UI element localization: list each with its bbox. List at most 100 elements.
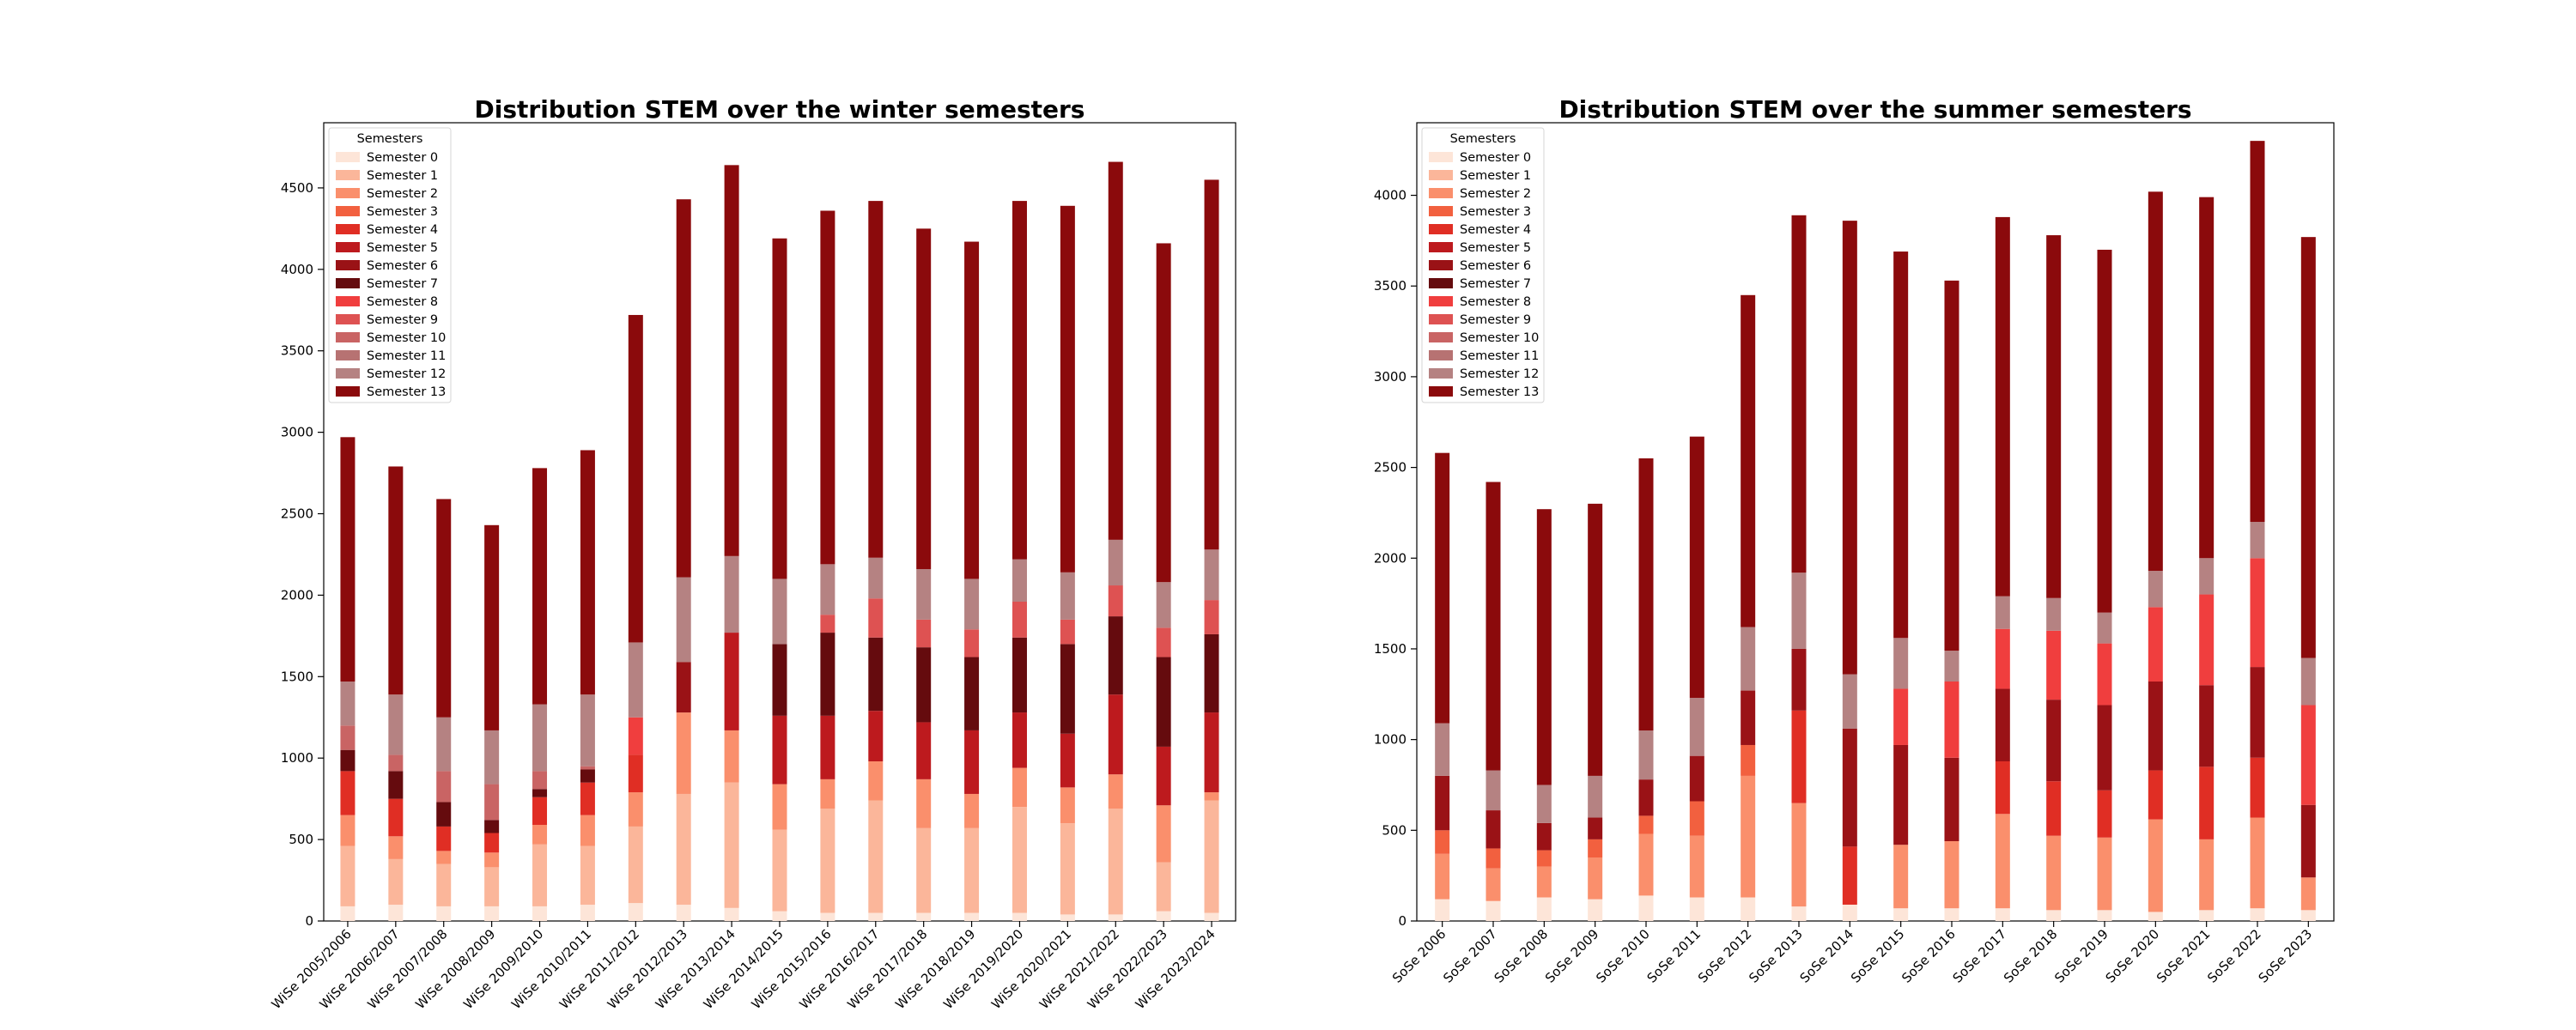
bar-segment [2148,819,2163,912]
y-tick-label: 2000 [1374,550,1406,566]
bar-segment [724,730,739,783]
bar-segment [1204,600,1219,634]
bar-segment [1060,572,1075,620]
bar-segment [388,754,404,772]
x-tick-label: SoSe 2019 [2051,926,2111,986]
bar-segment [484,820,500,833]
legend-entry: Semester 7 [1460,277,1531,291]
bar-segment [1638,815,1654,834]
bar-segment [1435,899,1450,921]
x-tick-label: WiSe 2012/2013 [605,926,690,1012]
bar-segment [1893,845,1909,909]
bar-segment [2250,667,2265,758]
bar-segment [2300,877,2316,911]
legend-entry: Semester 4 [367,223,438,237]
bar-segment [1108,616,1123,695]
y-tick-label: 1000 [281,750,313,766]
y-tick-label: 4000 [1374,188,1406,203]
bar-segment [1156,243,1171,583]
x-tick-label: SoSe 2021 [2154,926,2214,986]
legend-swatch [1429,368,1453,379]
bar-segment [2097,705,2112,791]
bar-segment [2250,817,2265,909]
bar-segment [820,715,835,779]
bar-segment [1012,712,1027,768]
legend-entry: Semester 6 [1460,259,1531,273]
y-tick-label: 4500 [281,180,313,196]
bar-segment [1995,688,2010,761]
bar-segment [1995,908,2010,921]
legend-entry: Semester 8 [1460,295,1531,309]
bar-segment [628,717,643,755]
bar-segment [2046,597,2062,631]
bar-segment [1893,908,1909,921]
bar-segment [772,784,787,830]
legend-entry: Semester 1 [1460,169,1531,183]
bar-segment [916,569,932,620]
x-tick-label: WiSe 2018/2019 [892,926,978,1012]
x-tick-label: SoSe 2013 [1746,926,1806,986]
legend-entry: Semester 11 [1460,349,1539,363]
bar-segment [1060,644,1075,734]
y-tick-label: 4000 [281,262,313,277]
bar-segment [868,598,884,638]
bar-segment [1689,801,1704,836]
legend-entry: Semester 13 [367,385,446,399]
bar-segment [868,637,884,712]
x-tick-label: SoSe 2015 [1848,926,1908,986]
bar-segment [820,779,835,809]
bar-segment [1689,436,1704,699]
bar-segment [1012,767,1027,808]
bar-segment [532,906,548,921]
bar-segment [676,577,691,663]
legend-swatch [336,296,360,306]
bar-segment [1638,779,1654,816]
bar-segment [340,437,355,682]
x-tick-label: WiSe 2010/2011 [508,926,594,1012]
bar-segment [1791,648,1807,711]
x-tick-label: WiSe 2006/2007 [317,926,403,1012]
bar-segment [676,662,691,713]
bar-segment [2097,910,2112,921]
legend-entry: Semester 5 [367,241,438,255]
x-tick-label: WiSe 2022/2023 [1084,926,1170,1012]
bar-segment [2148,607,2163,682]
bar-segment [1893,251,1909,639]
x-tick-label: WiSe 2015/2016 [749,926,835,1012]
bar-segment [820,615,835,633]
bar-segment [1012,807,1027,913]
bar-segment [868,711,884,761]
x-tick-label: WiSe 2013/2014 [653,926,738,1012]
bar-segment [1842,846,1857,905]
x-tick-label: SoSe 2010 [1593,926,1653,986]
legend-swatch [1429,278,1453,288]
bar-segment [2250,522,2265,559]
bar-segment [1944,757,1959,841]
bar-segment [1588,839,1603,858]
bar-segment [1204,633,1219,713]
bar-segment [820,809,835,913]
bar-segment [1156,805,1171,863]
bar-segment [1156,862,1171,912]
bar-segment [1108,694,1123,775]
bar-segment [1060,619,1075,645]
x-tick-label: SoSe 2014 [1797,926,1857,986]
bar-segment [1588,899,1603,921]
legend-entry: Semester 1 [367,169,438,183]
bar-segment [340,906,355,921]
legend-entry: Semester 7 [367,277,438,291]
y-tick-label: 2000 [281,587,313,603]
legend-swatch [336,206,360,216]
y-tick-label: 3500 [281,343,313,359]
bar-segment [436,771,452,803]
x-tick-label: SoSe 2020 [2103,926,2163,986]
bar-segment [964,730,980,794]
legend-entry: Semester 9 [1460,313,1531,327]
x-tick-label: WiSe 2011/2012 [556,926,642,1012]
bar-segment [1995,216,2010,597]
bar-segment [1741,897,1756,921]
bar-segment [580,782,595,815]
x-tick-label: WiSe 2020/2021 [988,926,1074,1012]
y-tick-label: 3500 [1374,278,1406,294]
bar-segment [1842,674,1857,729]
